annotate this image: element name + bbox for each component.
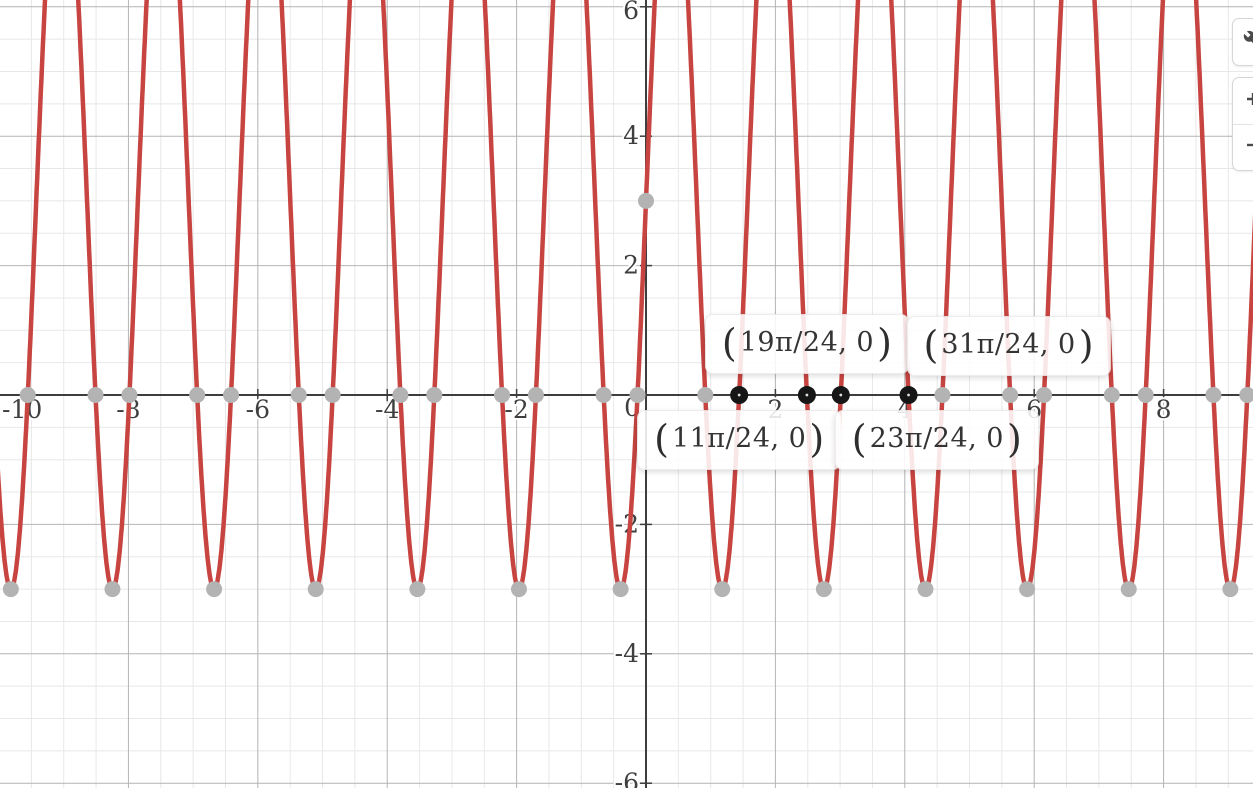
coordinate-text: 11π/24, 0	[671, 423, 807, 454]
open-paren: (	[923, 323, 939, 367]
zero-point[interactable]	[324, 387, 341, 404]
minimum-point[interactable]	[714, 581, 731, 598]
x-tick-label: 8	[1156, 395, 1172, 424]
minimum-point[interactable]	[612, 581, 629, 598]
function-curve[interactable]	[0, 0, 1253, 592]
minimum-point[interactable]	[2, 581, 19, 598]
point-center-dot	[839, 393, 843, 397]
zero-point[interactable]	[19, 387, 36, 404]
zero-point[interactable]	[426, 387, 443, 404]
wrench-icon	[1243, 30, 1253, 54]
zero-point[interactable]	[223, 387, 240, 404]
x-tick-label: -4	[375, 395, 399, 424]
zero-point[interactable]	[87, 387, 104, 404]
minimum-point[interactable]	[1222, 581, 1239, 598]
zero-point[interactable]	[189, 387, 206, 404]
zero-point[interactable]	[934, 387, 951, 404]
open-paren: (	[721, 321, 737, 365]
zero-point[interactable]	[527, 387, 544, 404]
close-paren: )	[1006, 417, 1022, 461]
open-paren: (	[851, 417, 867, 461]
minimum-point[interactable]	[917, 581, 934, 598]
y-tick-label: -4	[615, 639, 639, 668]
minimum-point[interactable]	[104, 581, 121, 598]
coordinate-text: 31π/24, 0	[941, 329, 1076, 360]
point-coordinate-label: (23π/24, 0)	[834, 410, 1039, 470]
zoom-button-group	[1232, 77, 1253, 171]
close-paren: )	[877, 321, 892, 365]
minimum-point[interactable]	[206, 581, 223, 598]
close-paren: )	[1078, 323, 1094, 367]
zero-point[interactable]	[595, 387, 612, 404]
coordinate-text: 19π/24, 0	[739, 327, 875, 358]
zero-point[interactable]	[121, 387, 138, 404]
y-intercept-point[interactable]	[638, 192, 655, 209]
zero-point[interactable]	[1103, 387, 1120, 404]
point-coordinate-label: (31π/24, 0)	[906, 316, 1111, 376]
zero-point[interactable]	[629, 387, 646, 404]
point-coordinate-label: (19π/24, 0)	[704, 314, 909, 374]
button-divider	[1233, 124, 1253, 125]
minimum-point[interactable]	[307, 581, 324, 598]
y-tick-label: 2	[623, 251, 639, 280]
graph-settings-button[interactable]	[1232, 18, 1253, 66]
y-tick-label: 6	[623, 0, 639, 25]
zero-point[interactable]	[1137, 387, 1154, 404]
minimum-point[interactable]	[1019, 581, 1036, 598]
minimum-point[interactable]	[1120, 581, 1137, 598]
point-center-dot	[805, 393, 809, 397]
zero-point[interactable]	[1205, 387, 1222, 404]
open-paren: (	[654, 417, 669, 461]
zero-point[interactable]	[392, 387, 409, 404]
minus-icon	[1245, 137, 1253, 157]
point-center-dot	[907, 393, 910, 397]
close-paren: )	[809, 417, 825, 461]
zero-point[interactable]	[1036, 387, 1053, 404]
coordinate-text: 23π/24, 0	[869, 423, 1004, 454]
point-center-dot	[737, 393, 741, 397]
zero-point[interactable]	[290, 387, 307, 404]
zero-point[interactable]	[1002, 387, 1019, 404]
y-tick-label: -2	[615, 509, 639, 538]
zero-point[interactable]	[1239, 387, 1253, 404]
minimum-point[interactable]	[510, 581, 527, 598]
zoom-out-button[interactable]	[1233, 124, 1253, 170]
y-tick-label: -6	[615, 768, 639, 788]
zero-point[interactable]	[494, 387, 511, 404]
minimum-point[interactable]	[815, 581, 832, 598]
y-tick-label: 4	[623, 121, 639, 150]
x-tick-label: -6	[246, 395, 270, 424]
plus-icon	[1245, 91, 1253, 111]
zero-point[interactable]	[697, 387, 714, 404]
minimum-point[interactable]	[409, 581, 426, 598]
point-coordinate-label: (11π/24, 0)	[637, 410, 842, 470]
zoom-in-button[interactable]	[1233, 78, 1253, 124]
